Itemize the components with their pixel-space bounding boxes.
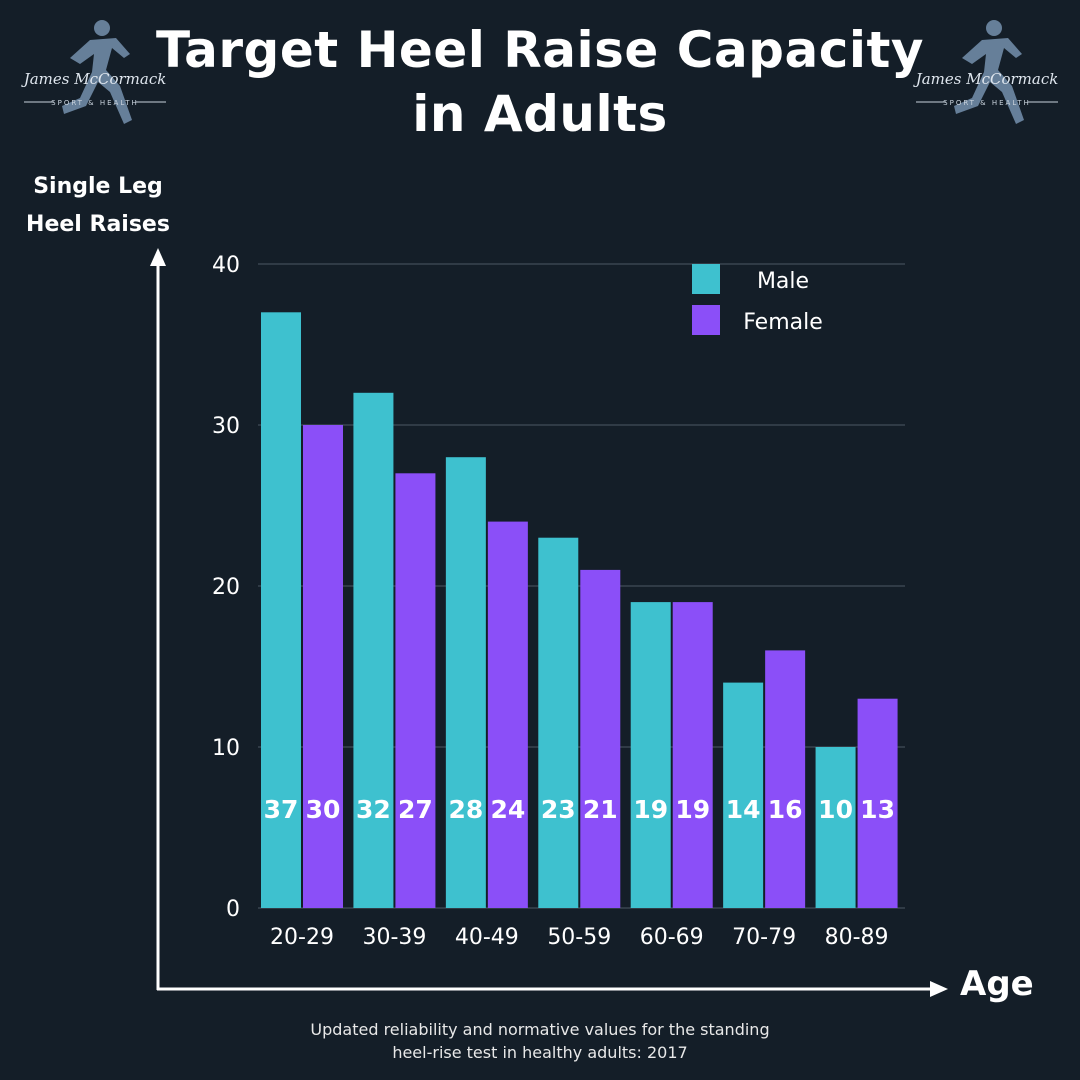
y-axis-ticks: 0 10 20 30 40 [212,253,240,922]
bar-male [815,747,856,908]
bar-male [538,537,579,908]
source-note: Updated reliability and normative values… [240,1018,840,1064]
bars: 37 30 32 27 28 24 23 21 19 19 14 16 10 13 [261,312,898,908]
legend-swatch-male [692,264,720,294]
y-axis-title: Single Leg Heel Raises [18,168,178,244]
data-label: 30 [306,795,341,824]
runner-icon [62,20,132,124]
chart-title: Target Heel Raise Capacity in Adults [150,18,930,146]
data-label: 21 [583,795,618,824]
x-tick-label: 30-39 [362,925,426,950]
bar-female [672,602,713,908]
title-line-2: in Adults [412,85,668,143]
data-label: 19 [633,795,668,824]
data-label: 27 [398,795,433,824]
data-label: 23 [541,795,576,824]
bar-male [630,602,671,908]
data-label: 32 [356,795,391,824]
x-tick-label: 40-49 [455,925,519,950]
y-axis-title-line-2: Heel Raises [26,212,170,237]
x-tick-label: 20-29 [270,925,334,950]
runner-icon [954,20,1024,124]
data-label: 16 [768,795,803,824]
bar-female [580,569,621,908]
y-tick-label: 10 [212,736,240,761]
x-axis-ticks: 20-29 30-39 40-49 50-59 60-69 70-79 80-89 [270,925,889,950]
legend-label-male: Male [757,269,809,294]
data-label: 19 [675,795,710,824]
brand-logo-right: James McCormack SPORT & HEALTH [913,20,1059,124]
axis-arrows [150,248,948,997]
y-axis-title-line-1: Single Leg [33,174,163,199]
source-line-1: Updated reliability and normative values… [310,1020,770,1039]
logo-tagline: SPORT & HEALTH [943,99,1031,107]
data-label: 24 [490,795,525,824]
y-axis-arrow-icon [150,248,166,266]
data-label: 28 [448,795,483,824]
data-label: 13 [860,795,895,824]
logo-name: James McCormack [913,70,1059,88]
bar-female [487,521,528,908]
x-tick-label: 70-79 [732,925,796,950]
x-axis-title: Age [960,964,1034,1004]
bar-female [765,650,806,908]
data-label: 10 [818,795,853,824]
title-line-1: Target Heel Raise Capacity [156,21,924,79]
bar-male [261,312,301,908]
x-axis-arrow-icon [930,981,948,997]
y-tick-label: 40 [212,253,240,278]
logo-name: James McCormack [21,70,167,88]
brand-logo-left: James McCormack SPORT & HEALTH [21,20,167,124]
source-line-2: heel-rise test in healthy adults: 2017 [392,1043,688,1062]
bar-female [303,425,343,908]
legend-label-female: Female [743,310,823,335]
data-label: 37 [264,795,299,824]
y-tick-label: 20 [212,575,240,600]
bar-male [723,682,764,908]
legend-swatch-female [692,305,720,335]
x-tick-label: 50-59 [547,925,611,950]
bar-male [445,457,486,908]
bar-female [395,473,436,908]
y-tick-label: 0 [226,897,240,922]
data-label: 14 [726,795,761,824]
x-tick-label: 60-69 [640,925,704,950]
bar-male [353,392,394,908]
y-tick-label: 30 [212,414,240,439]
bar-female [857,698,898,908]
legend: Male Female [692,264,823,335]
x-tick-label: 80-89 [825,925,889,950]
logo-tagline: SPORT & HEALTH [51,99,139,107]
